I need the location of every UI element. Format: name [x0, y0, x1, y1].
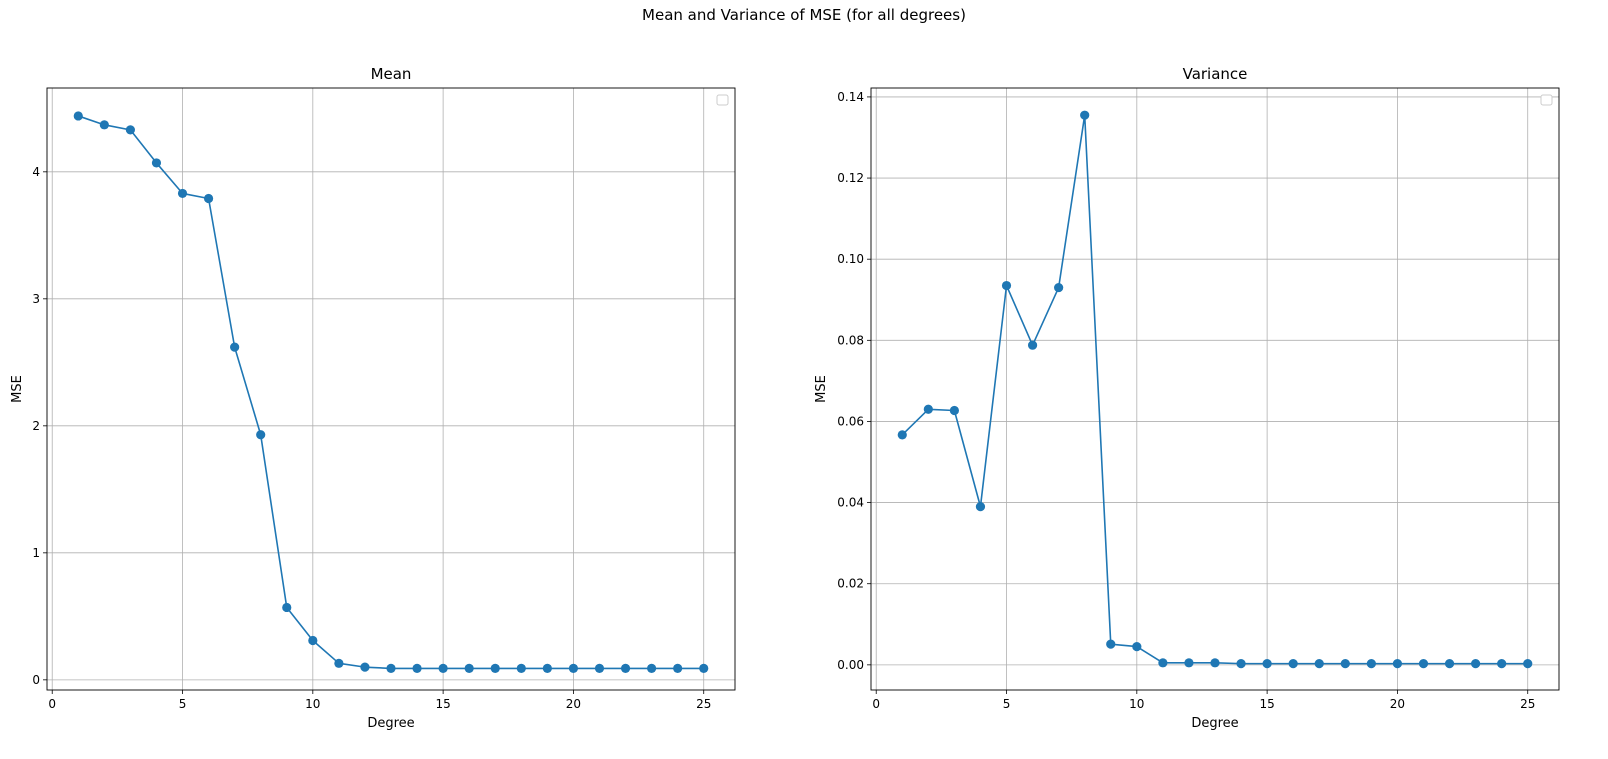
chart-1-data-point [647, 663, 657, 674]
chart-1-data-point [334, 658, 344, 668]
chart-1-y-tick-label: 3 [32, 292, 40, 306]
chart-1-data-point [594, 663, 605, 674]
chart-2-y-tick-label: 0.02 [837, 577, 864, 591]
chart-1-y-axis-label: MSE [10, 375, 25, 403]
chart-1-x-tick-label: 0 [48, 697, 56, 711]
chart-1-data-point [73, 111, 83, 121]
chart-2-y-tick-label: 0.04 [837, 496, 864, 510]
chart-1-data-point [699, 663, 709, 674]
chart-1-data-point [490, 663, 500, 674]
chart-2-y-tick-label: 0.14 [837, 90, 864, 104]
chart-2-data-point [1054, 282, 1064, 293]
chart-1-data-point [673, 663, 683, 674]
chart-1-y-tick-label: 2 [32, 419, 40, 433]
chart-2-y-tick-label: 0.06 [837, 414, 864, 428]
chart-2-y-tick-label: 0.12 [837, 171, 864, 185]
chart-2-data-point [1210, 658, 1220, 668]
chart-2-axes-frame [870, 87, 1560, 691]
chart-1-data-point [230, 342, 240, 352]
chart-1-x-tick-label: 15 [435, 697, 450, 711]
chart-2-x-tick-label: 25 [1520, 697, 1535, 711]
chart-2-x-tick-label: 15 [1259, 697, 1274, 711]
chart-1-x-tick-label: 10 [305, 697, 320, 711]
chart-2-data-point [1340, 659, 1350, 669]
chart-1-y-tick-label: 0 [32, 673, 40, 687]
chart-2-data-point [1314, 659, 1324, 669]
chart-2-x-axis-label: Degree [1191, 716, 1238, 731]
chart-1-data-point [542, 663, 552, 674]
chart-1-data-point [125, 125, 135, 135]
chart-2-data-point [949, 405, 959, 416]
chart-2-data-point [1523, 659, 1533, 669]
chart-2-y-tick-label: 0.08 [837, 333, 864, 347]
chart-2-data-point [1392, 659, 1403, 669]
chart-1-y-tick-label: 1 [32, 546, 40, 560]
chart-2-data-point [923, 404, 933, 414]
chart-1-data-point [438, 663, 448, 674]
chart-1-data-point [151, 158, 162, 168]
chart-1-data-point [282, 602, 292, 613]
chart-2-x-tick-label: 10 [1129, 697, 1144, 711]
chart-2-data-point [1418, 659, 1429, 669]
chart-2-y-tick-label: 0.00 [837, 658, 864, 672]
chart-1-y-tick-label: 4 [32, 165, 40, 179]
chart-2-data-point [1027, 340, 1038, 350]
chart-2-data-point [1288, 659, 1298, 669]
chart-2-y-tick-label: 0.10 [837, 252, 864, 266]
chart-1-axes-frame [46, 87, 736, 691]
chart-1-data-point [516, 663, 526, 674]
chart-2-data-point [1236, 659, 1246, 669]
chart-2-data-point [1158, 658, 1168, 668]
chart-1-data-point [256, 430, 266, 440]
chart-1-data-point [620, 663, 631, 674]
figure-suptitle: Mean and Variance of MSE (for all degree… [642, 6, 966, 24]
chart-1-x-tick-label: 25 [696, 697, 711, 711]
chart-1-data-point [464, 663, 474, 674]
chart-2-data-point [1106, 639, 1116, 649]
chart-2-data-point [1444, 659, 1455, 669]
chart-1-plot-area [47, 88, 735, 690]
chart-1-legend-box [716, 94, 729, 106]
chart-2-axes: 0 5 10 15 20 25 0.00 0.02 0.04 0.06 0.08 0.10 0.12 0.… [814, 65, 1560, 731]
chart-2-data-point [1262, 659, 1272, 669]
chart-2-data-point [1184, 658, 1194, 668]
chart-1-data-point [360, 662, 370, 672]
chart-1-data-point [386, 663, 396, 674]
chart-2-data-point [975, 502, 986, 512]
chart-2-x-tick-label: 0 [872, 697, 880, 711]
chart-1-x-tick-label: 20 [566, 697, 581, 711]
chart-1-axes: 0 5 10 15 20 25 0 1 2 3 4 Mean Degree MSE [10, 65, 736, 731]
chart-2-plot-area [871, 88, 1559, 690]
chart-1-data-point [568, 663, 579, 674]
chart-1-title: Mean [371, 65, 412, 83]
chart-1-data-point [99, 120, 109, 130]
chart-1-x-tick-label: 5 [179, 697, 187, 711]
chart-1-data-point [177, 188, 188, 199]
chart-2-y-axis-label: MSE [814, 375, 829, 403]
chart-2-data-point [1001, 280, 1012, 291]
chart-2-x-tick-label: 20 [1390, 697, 1405, 711]
chart-2-data-point [1471, 659, 1481, 669]
chart-2-data-point [1366, 659, 1376, 669]
chart-2-title: Variance [1183, 65, 1248, 83]
chart-2-data-point [1132, 641, 1142, 652]
chart-2-data-point [897, 430, 907, 440]
chart-2-legend-box [1540, 94, 1553, 106]
chart-2-data-point [1497, 659, 1507, 669]
chart-2-data-point [1080, 110, 1090, 120]
chart-1-data-point [412, 663, 422, 674]
chart-1-data-point [308, 635, 318, 646]
chart-1-x-axis-label: Degree [367, 716, 414, 731]
chart-1-data-point [203, 193, 214, 204]
chart-2-x-tick-label: 5 [1003, 697, 1011, 711]
